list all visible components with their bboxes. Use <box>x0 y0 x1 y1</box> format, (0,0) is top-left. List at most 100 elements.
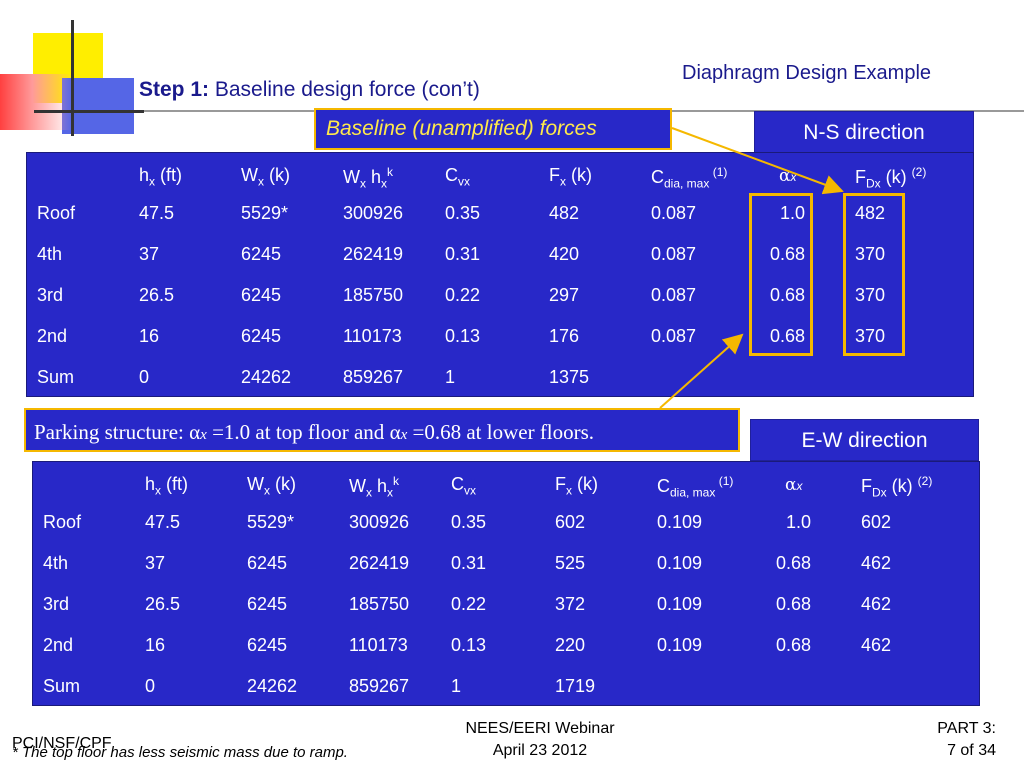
cvx-cell: 0.31 <box>451 553 487 573</box>
wx-cell: 6245 <box>247 594 288 614</box>
level-cell: 3rd <box>37 285 64 305</box>
alpha-symbol: α <box>779 166 791 186</box>
logo-blue-block <box>62 78 134 134</box>
baseline-forces-callout: Baseline (unamplified) forces <box>314 108 672 150</box>
cvx-cell: 0.35 <box>451 512 487 532</box>
ew-table-panel: hx (ft) Wx (k) Wx hxk Cvx Fx (k) Cdia, max (1… <box>32 461 980 706</box>
fdx-cell: 602 <box>861 512 892 532</box>
alpha-symbol: α <box>189 420 201 444</box>
level-cell: 4th <box>37 244 63 264</box>
fdx-cell: 370 <box>855 244 886 264</box>
alpha-cell: 0.68 <box>775 635 811 655</box>
fx-cell: 220 <box>555 635 586 655</box>
cdia-header: Cdia, max (1) <box>657 474 733 500</box>
cdia-cell: 0.087 <box>651 285 697 305</box>
wxhx-cell: 110173 <box>343 326 402 346</box>
wx-cell: 6245 <box>241 326 282 346</box>
fx-cell: 1719 <box>555 676 596 696</box>
hx-cell: 26.5 <box>145 594 181 614</box>
header-part: F <box>549 165 560 185</box>
header-part: vx <box>458 174 470 189</box>
header-part: (2) <box>911 165 927 179</box>
step-label: Step 1: <box>139 78 210 101</box>
header-part: C <box>445 165 458 185</box>
alpha-column-highlight <box>749 193 813 356</box>
wxhx-cell: 262419 <box>349 553 410 573</box>
cdia-cell: 0.087 <box>651 244 697 264</box>
header-part: C <box>657 476 670 496</box>
fx-header: Fx (k) <box>549 165 592 189</box>
alpha-subscript: x <box>796 479 803 493</box>
logo-red-gradient <box>0 74 72 130</box>
header-part: (k) <box>270 474 296 494</box>
header-part: x <box>387 485 394 500</box>
wxhx-cell: 185750 <box>349 594 410 614</box>
fx-cell: 602 <box>555 512 586 532</box>
header-part: (k) <box>880 167 912 187</box>
slide-step-title: Step 1: Baseline design force (con’t) <box>139 78 480 102</box>
page-number: 7 of 34 <box>947 742 996 759</box>
wxhx-cell: 300926 <box>349 512 410 532</box>
fdx-cell: 462 <box>861 594 892 614</box>
hx-cell: 0 <box>139 367 150 387</box>
alpha-symbol: α <box>785 475 797 495</box>
header-part: F <box>855 167 866 187</box>
alpha-cell: 0.68 <box>769 244 805 264</box>
header-part: (1) <box>715 474 734 488</box>
ns-table-panel: hx (ft) Wx (k) Wx hxk Cvx Fx (k) Cdia, max (1… <box>26 152 974 397</box>
header-part: x <box>258 174 264 189</box>
cdia-cell: 0.109 <box>657 512 703 532</box>
alpha-cell: 1.0 <box>779 203 805 223</box>
wx-cell: 6245 <box>241 285 282 305</box>
wxhx-cell: 262419 <box>343 244 404 264</box>
wh-header: Wx hxk <box>349 474 399 500</box>
hx-cell: 47.5 <box>139 203 175 223</box>
alpha-cell: 0.68 <box>769 326 805 346</box>
header-part: h <box>372 476 388 496</box>
part-label: PART 3: <box>937 720 996 737</box>
cvx-cell: 0.31 <box>445 244 481 264</box>
cdia-cell: 0.087 <box>651 203 697 223</box>
parking-middle: =1.0 at top floor and <box>206 420 390 444</box>
fx-cell: 372 <box>555 594 586 614</box>
cdia-cell: 0.109 <box>657 635 703 655</box>
header-part: x <box>155 483 162 498</box>
fdx-header: FDx (k) (2) <box>861 474 932 500</box>
header-part: h <box>145 474 156 494</box>
hx-cell: 16 <box>139 326 160 346</box>
cdia-cell: 0.109 <box>657 553 703 573</box>
header-part: (k) <box>572 474 598 494</box>
header-part: (1) <box>709 165 728 179</box>
parking-structure-callout: Parking structure: αx =1.0 at top floor … <box>24 408 740 452</box>
header-part: k <box>387 165 394 179</box>
header-part: (k) <box>886 476 918 496</box>
wx-cell: 5529* <box>241 203 289 223</box>
hx-cell: 26.5 <box>139 285 175 305</box>
parking-prefix: Parking structure: <box>34 420 190 444</box>
cvx-header: Cvx <box>451 474 476 498</box>
header-part: dia, max <box>664 176 710 191</box>
wx-cell: 24262 <box>241 367 292 387</box>
header-part: (2) <box>917 474 933 488</box>
hx-cell: 37 <box>145 553 166 573</box>
header-part: W <box>343 167 360 187</box>
w-header: Wx (k) <box>247 474 296 498</box>
h-header: hx (ft) <box>139 165 182 189</box>
fdx-cell: 370 <box>855 285 886 305</box>
wx-cell: 6245 <box>247 553 288 573</box>
header-part: x <box>381 176 388 191</box>
header-part: vx <box>464 483 476 498</box>
header-part: C <box>451 474 464 494</box>
alpha-cell: 0.68 <box>775 594 811 614</box>
level-cell: 4th <box>43 553 69 573</box>
cvx-cell: 0.22 <box>445 285 481 305</box>
parking-suffix: =0.68 at lower floors. <box>407 420 595 444</box>
header-part: x <box>366 485 372 500</box>
wx-cell: 24262 <box>247 676 298 696</box>
header-divider-accent <box>34 110 144 113</box>
cvx-header: Cvx <box>445 165 470 189</box>
ns-direction-label: N-S direction <box>754 111 974 153</box>
event-date: April 23 2012 <box>492 742 588 759</box>
header-part: (ft) <box>155 165 183 185</box>
footer-org: PCI/NSF/CPF <box>12 735 112 752</box>
